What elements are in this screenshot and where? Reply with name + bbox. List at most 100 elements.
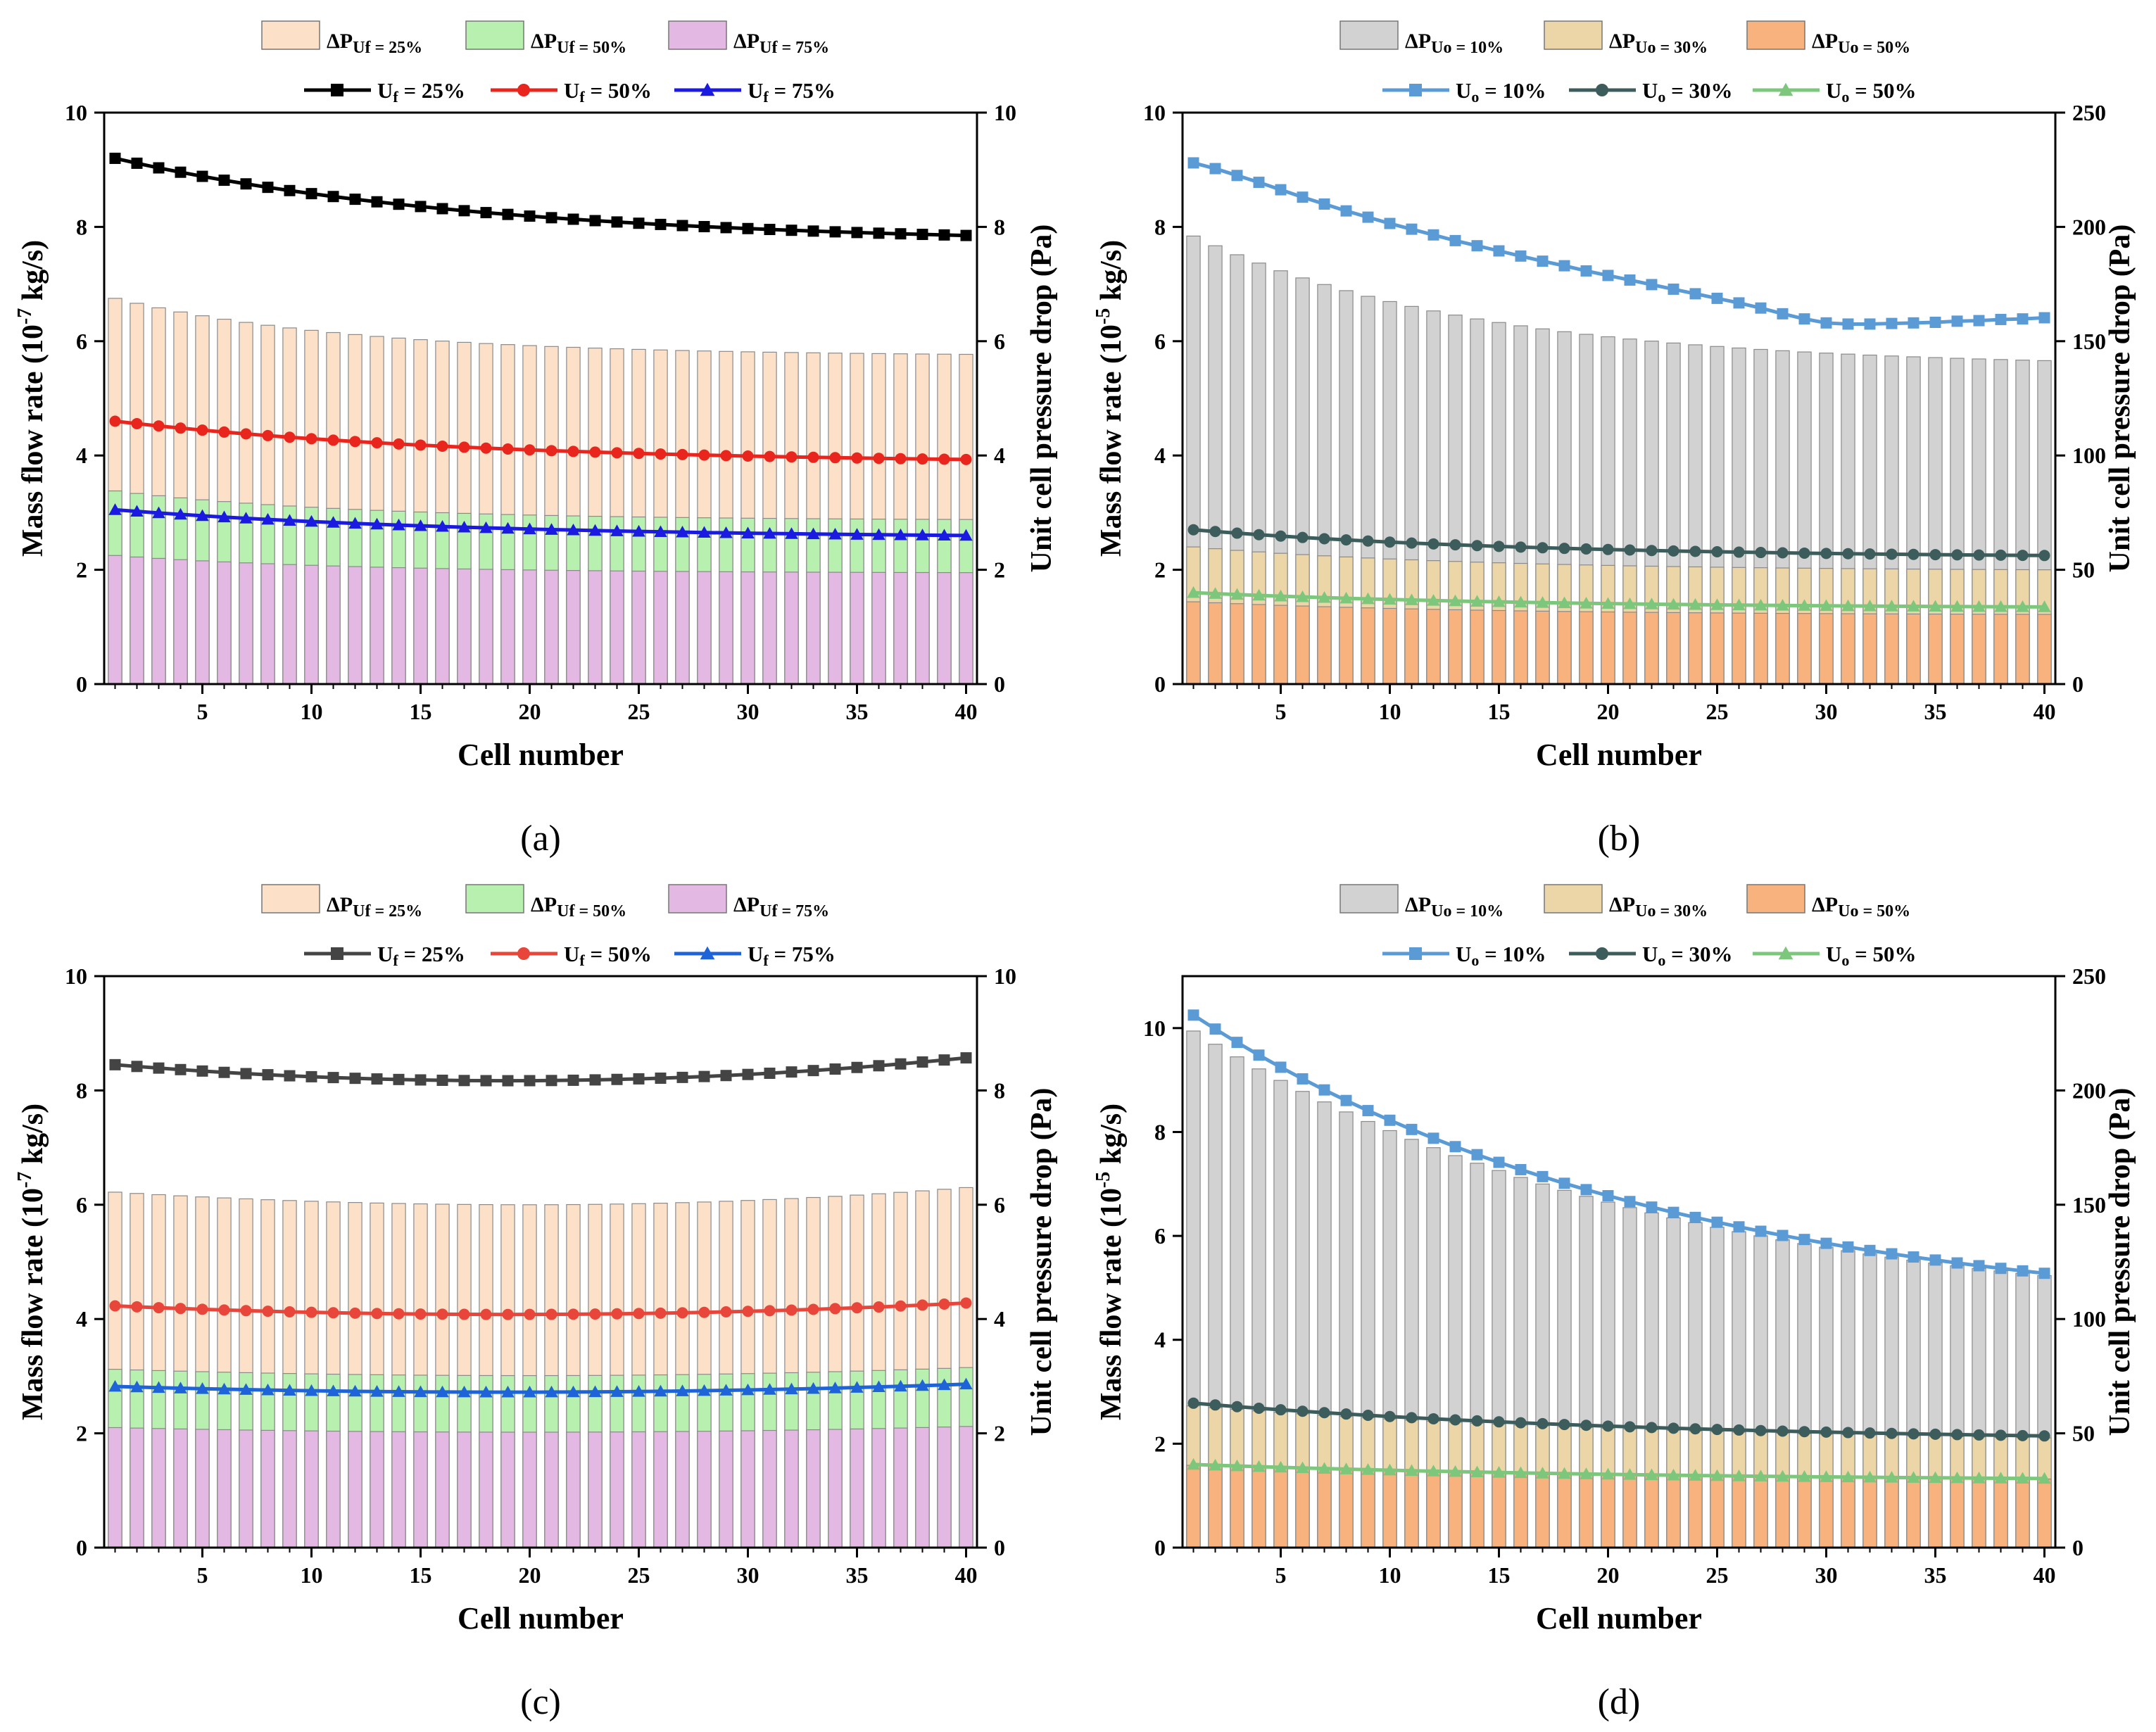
x-tick-label: 10 bbox=[1379, 1562, 1401, 1588]
bar bbox=[413, 567, 428, 685]
triangle-marker bbox=[610, 524, 624, 536]
bar bbox=[893, 1427, 908, 1548]
circle-marker bbox=[1297, 531, 1309, 543]
square-marker bbox=[1209, 163, 1221, 175]
bar bbox=[1906, 613, 1921, 685]
triangle-marker bbox=[1361, 1463, 1375, 1475]
bar bbox=[762, 571, 777, 685]
circle-marker bbox=[698, 449, 710, 461]
triangle-marker bbox=[700, 946, 715, 960]
circle-marker bbox=[895, 453, 907, 464]
legend-swatch bbox=[1339, 20, 1399, 50]
x-axis-label: Cell number bbox=[1536, 1601, 1702, 1636]
square-marker bbox=[1646, 279, 1658, 291]
bar bbox=[1666, 1475, 1681, 1548]
triangle-marker bbox=[479, 1385, 493, 1398]
circle-marker bbox=[1558, 1419, 1570, 1431]
legend-label-sub: f bbox=[579, 952, 585, 969]
bar bbox=[588, 1431, 603, 1548]
bar bbox=[1622, 1474, 1637, 1548]
legend-label-main: ΔP bbox=[733, 30, 759, 53]
legend-label: Uf = 50% bbox=[564, 942, 652, 969]
triangle-marker bbox=[1907, 1471, 1920, 1483]
y-left-tick-label: 2 bbox=[1154, 1431, 1166, 1456]
y-right-tick-label: 8 bbox=[994, 1077, 1005, 1103]
y-left-axis-label: Mass flow rate (10-7 kg/s) bbox=[14, 240, 49, 557]
circle-marker bbox=[1297, 1405, 1309, 1417]
y-left-tick-label: 10 bbox=[65, 100, 87, 125]
bar bbox=[1208, 602, 1223, 685]
y-left-tick-label: 8 bbox=[76, 1077, 87, 1103]
triangle-marker bbox=[1950, 1471, 1964, 1484]
square-marker bbox=[1798, 1234, 1810, 1246]
bar bbox=[282, 564, 297, 685]
circle-marker bbox=[1886, 1427, 1898, 1439]
bar bbox=[1382, 1470, 1397, 1548]
square-marker bbox=[1209, 1023, 1221, 1035]
legend-label-main: ΔP bbox=[1812, 30, 1838, 53]
bar bbox=[675, 1431, 690, 1548]
square-marker bbox=[524, 210, 536, 222]
circle-marker bbox=[1580, 543, 1592, 555]
circle-marker bbox=[327, 1307, 339, 1319]
circle-marker bbox=[1318, 1407, 1330, 1419]
y-right-tick-label: 200 bbox=[2072, 1077, 2106, 1103]
circle-marker bbox=[458, 1308, 470, 1320]
triangle-marker bbox=[501, 522, 515, 534]
y-right-tick-label: 2 bbox=[994, 557, 1005, 583]
triangle-marker bbox=[938, 529, 951, 541]
bar bbox=[1950, 1478, 1965, 1548]
legend-label-sub: Uo = 10% bbox=[1431, 902, 1503, 921]
triangle-marker bbox=[501, 1385, 515, 1398]
circle-marker bbox=[436, 1308, 448, 1320]
square-marker bbox=[393, 1073, 405, 1085]
square-marker bbox=[1733, 1221, 1745, 1233]
bar bbox=[1884, 613, 1899, 685]
triangle-marker bbox=[807, 1382, 820, 1394]
square-marker bbox=[546, 1075, 557, 1087]
y-left-tick-label: 6 bbox=[76, 329, 87, 354]
bar bbox=[1186, 1465, 1201, 1548]
square-marker bbox=[284, 184, 296, 196]
circle-marker bbox=[1537, 542, 1549, 554]
circle-marker bbox=[567, 445, 579, 457]
triangle-marker bbox=[1427, 594, 1440, 606]
circle-marker bbox=[611, 447, 623, 459]
square-marker bbox=[2038, 312, 2050, 324]
triangle-marker bbox=[1536, 596, 1549, 608]
square-marker bbox=[611, 216, 623, 228]
bar bbox=[1928, 613, 1943, 685]
y-left-axis-label: Mass flow rate (10-7 kg/s) bbox=[14, 1104, 49, 1420]
triangle-marker bbox=[436, 1385, 449, 1398]
triangle-marker bbox=[741, 526, 755, 538]
circle-marker bbox=[1515, 541, 1527, 553]
bar bbox=[1273, 1467, 1288, 1548]
square-marker bbox=[1537, 1170, 1549, 1182]
y-right-tick-label: 150 bbox=[2072, 1192, 2106, 1218]
bar bbox=[850, 1428, 864, 1548]
y-right-tick-label: 250 bbox=[2072, 100, 2106, 125]
bar bbox=[719, 571, 733, 685]
triangle-marker bbox=[348, 1384, 362, 1397]
circle-marker bbox=[1689, 1423, 1701, 1435]
circle-marker bbox=[458, 441, 470, 453]
bar bbox=[239, 562, 253, 685]
square-marker bbox=[2017, 1265, 2029, 1277]
y-right-tick-label: 6 bbox=[994, 329, 1005, 354]
legend-label-main: ΔP bbox=[327, 893, 353, 916]
series-line bbox=[115, 1056, 966, 1083]
circle-marker bbox=[655, 448, 667, 460]
x-tick-label: 35 bbox=[846, 1562, 869, 1588]
bar bbox=[1295, 605, 1310, 685]
bar bbox=[260, 1429, 275, 1548]
bar bbox=[1972, 614, 1986, 685]
bar bbox=[151, 557, 166, 685]
square-marker bbox=[1253, 1049, 1265, 1061]
bar bbox=[370, 567, 384, 685]
line-legend: Uf = 25% Uf = 50% Uf = 75% bbox=[304, 942, 836, 969]
square-marker bbox=[1558, 260, 1570, 272]
bar bbox=[1732, 1476, 1746, 1548]
circle-marker bbox=[851, 1302, 863, 1314]
bar bbox=[522, 1431, 537, 1548]
circle-marker bbox=[764, 450, 776, 462]
